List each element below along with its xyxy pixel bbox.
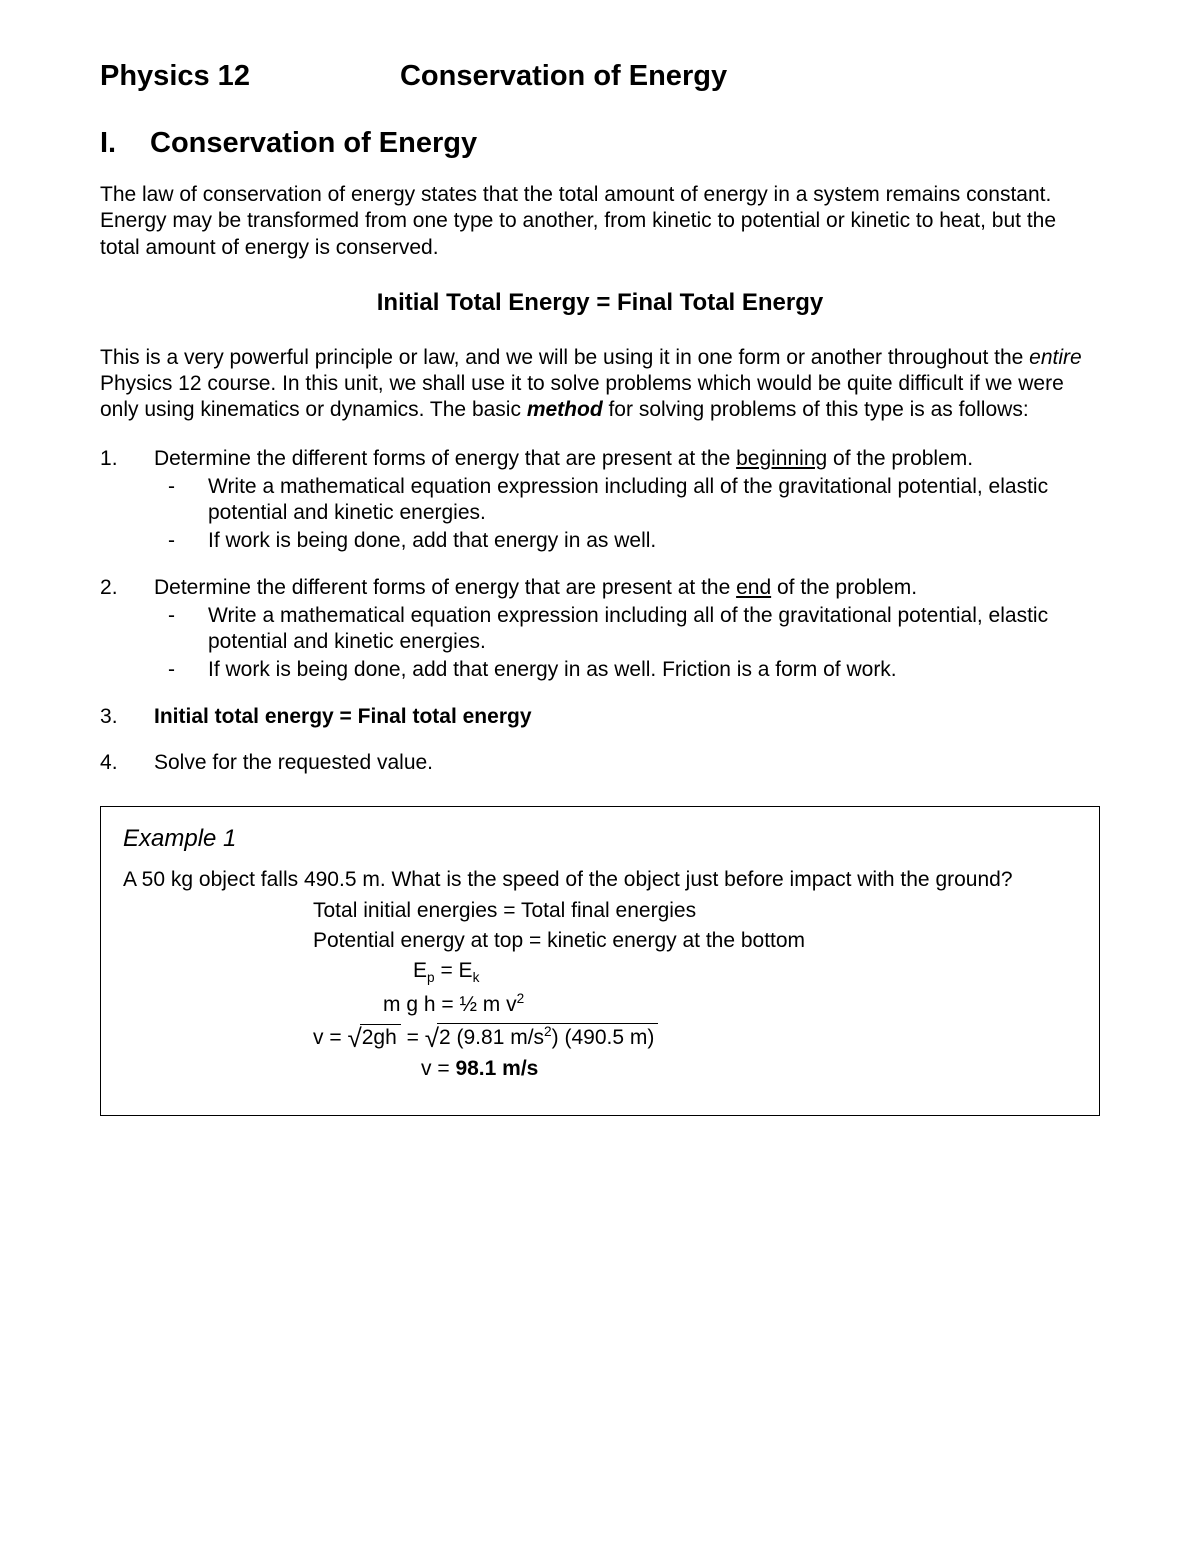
eq6-prefix: v = <box>421 1057 455 1080</box>
document-title: Conservation of Energy <box>400 60 727 93</box>
sqrt-1: √ 2gh <box>347 1024 400 1050</box>
step-4: Solve for the requested value. <box>100 750 1100 776</box>
step-2-bullets: Write a mathematical equation expression… <box>154 603 1100 684</box>
sqrt-2: √ 2 (9.81 m/s2) (490.5 m) <box>425 1023 659 1050</box>
lead-entire: entire <box>1029 346 1082 369</box>
radicand-2-sup: 2 <box>544 1024 552 1039</box>
radicand-1: 2gh <box>360 1024 401 1050</box>
eq3-rsub: k <box>473 970 480 985</box>
eq3-left: E <box>413 959 427 982</box>
eq3-lsub: p <box>427 970 435 985</box>
eq5-mid: = <box>407 1027 425 1050</box>
step-2-underlined: end <box>736 576 771 599</box>
step-2-bullet-2: If work is being done, add that energy i… <box>154 657 1100 683</box>
document-page: Physics 12 Conservation of Energy I. Con… <box>0 0 1200 1553</box>
eq6-value: 98.1 m/s <box>455 1057 538 1080</box>
example-title: Example 1 <box>123 825 1077 853</box>
step-1: Determine the different forms of energy … <box>100 446 1100 555</box>
eq-line-1: Total initial energies = Total final ene… <box>313 899 1077 923</box>
eq4-text: m g h = ½ m v <box>383 993 517 1016</box>
eq-line-5: v = √ 2gh = √ 2 (9.81 m/s2) (490.5 m) <box>313 1023 1077 1050</box>
radicand-2b: ) (490.5 m) <box>552 1026 655 1049</box>
eq4-sup: 2 <box>517 991 525 1006</box>
step-3-text: Initial total energy = Final total energ… <box>154 705 532 728</box>
section-number: I. <box>100 127 150 160</box>
step-1-bullet-2: If work is being done, add that energy i… <box>154 528 1100 554</box>
course-code: Physics 12 <box>100 60 250 93</box>
example-1-box: Example 1 A 50 kg object falls 490.5 m. … <box>100 806 1100 1116</box>
step-1-underlined: beginning <box>736 447 827 470</box>
intro-paragraph: The law of conservation of energy states… <box>100 182 1100 261</box>
lead-part1: This is a very powerful principle or law… <box>100 346 1029 369</box>
example-question: A 50 kg object falls 490.5 m. What is th… <box>123 867 1077 893</box>
step-4-text: Solve for the requested value. <box>154 751 433 774</box>
document-header: Physics 12 Conservation of Energy <box>100 60 1100 93</box>
step-2: Determine the different forms of energy … <box>100 575 1100 684</box>
step-2-text-before: Determine the different forms of energy … <box>154 576 736 599</box>
step-2-text-after: of the problem. <box>771 576 917 599</box>
step-1-text-before: Determine the different forms of energy … <box>154 447 736 470</box>
eq-line-4: m g h = ½ m v2 <box>313 991 1077 1017</box>
centered-equation-statement: Initial Total Energy = Final Total Energ… <box>100 289 1100 317</box>
eq3-mid: = E <box>435 959 473 982</box>
method-steps: Determine the different forms of energy … <box>100 446 1100 777</box>
step-3: Initial total energy = Final total energ… <box>100 704 1100 730</box>
example-equations: Total initial energies = Total final ene… <box>313 899 1077 1080</box>
step-2-bullet-1: Write a mathematical equation expression… <box>154 603 1100 656</box>
step-1-text-after: of the problem. <box>827 447 973 470</box>
step-1-bullet-1: Write a mathematical equation expression… <box>154 474 1100 527</box>
eq-line-3: Ep = Ek <box>313 959 1077 985</box>
section-heading: I. Conservation of Energy <box>100 127 1100 160</box>
lead-in-paragraph: This is a very powerful principle or law… <box>100 345 1100 424</box>
eq-line-6: v = 98.1 m/s <box>313 1057 1077 1081</box>
eq5-prefix: v = <box>313 1027 347 1050</box>
section-title: Conservation of Energy <box>150 127 477 160</box>
lead-method: method <box>527 398 603 421</box>
radicand-2a: 2 (9.81 m/s <box>439 1026 544 1049</box>
eq-line-2: Potential energy at top = kinetic energy… <box>313 929 1077 953</box>
lead-part3: for solving problems of this type is as … <box>603 398 1029 421</box>
radicand-2: 2 (9.81 m/s2) (490.5 m) <box>437 1023 658 1050</box>
step-1-bullets: Write a mathematical equation expression… <box>154 474 1100 555</box>
